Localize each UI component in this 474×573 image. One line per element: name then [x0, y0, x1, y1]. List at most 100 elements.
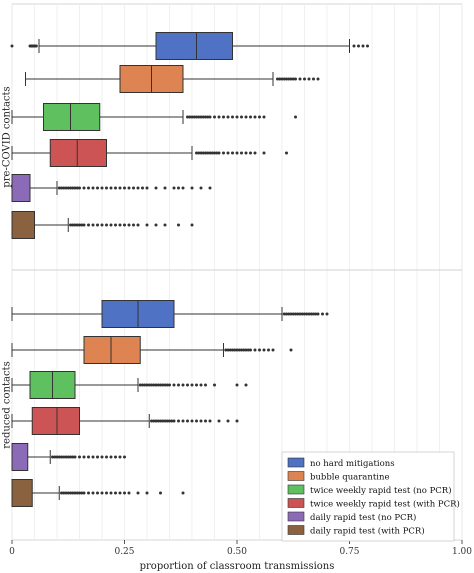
x-tick-label: 1.00: [452, 547, 472, 557]
outlier-point: [138, 383, 142, 387]
legend: no hard mitigations bubble quarantine twic…: [281, 451, 460, 542]
box-3: [11, 407, 239, 435]
outlier-point: [87, 455, 90, 459]
outlier-point: [114, 186, 117, 190]
outlier-point: [291, 77, 295, 81]
outlier-point: [201, 151, 205, 155]
panel-reduced: [11, 300, 329, 507]
outlier-point: [78, 491, 81, 495]
outlier-point: [57, 186, 61, 190]
outlier-point: [253, 115, 257, 119]
outlier-point: [208, 186, 212, 190]
outlier-point: [192, 115, 196, 119]
outlier-point: [82, 223, 86, 227]
panel-pre-covid: [10, 32, 369, 239]
outlier-point: [150, 419, 153, 423]
outlier-point: [300, 312, 304, 316]
iqr-box: [155, 32, 233, 60]
outlier-point: [294, 115, 297, 119]
outlier-point: [190, 419, 194, 423]
outlier-point: [91, 491, 95, 495]
outlier-point: [66, 455, 70, 459]
outlier-point: [204, 383, 207, 387]
outlier-point: [154, 383, 158, 387]
outlier-point: [118, 223, 122, 227]
outlier-point: [71, 491, 75, 495]
outlier-point: [156, 419, 160, 423]
outlier-point: [215, 151, 219, 155]
outlier-point: [60, 186, 63, 190]
outlier-point: [64, 491, 68, 495]
outlier-point: [285, 151, 288, 155]
outlier-point: [291, 312, 295, 316]
panel-label: pre-COVID contacts: [2, 86, 13, 187]
outlier-point: [181, 419, 185, 423]
outlier-point: [96, 223, 99, 227]
outlier-point: [294, 77, 297, 81]
outlier-point: [188, 115, 192, 119]
legend-frame: [281, 451, 455, 542]
outlier-point: [206, 151, 210, 155]
outlier-point: [213, 115, 216, 119]
outlier-point: [204, 419, 207, 423]
outlier-point: [123, 223, 126, 227]
outlier-point: [91, 186, 95, 190]
outlier-point: [186, 115, 189, 119]
outlier-point: [172, 186, 176, 190]
outlier-point: [177, 419, 180, 423]
outlier-point: [249, 115, 252, 119]
panel-labels: pre-COVID contacts reduced contacts: [2, 86, 13, 448]
box-0: [11, 300, 329, 328]
box-4: [11, 443, 126, 471]
outlier-point: [235, 383, 239, 387]
outlier-point: [163, 223, 167, 227]
x-axis: 0 0.25 0.50 0.75 1.00 proportion of classroom…: [9, 540, 472, 572]
outlier-point: [296, 312, 300, 316]
outlier-point: [235, 115, 239, 119]
x-tick-label: 0.50: [227, 547, 247, 557]
outlier-point: [100, 223, 104, 227]
outlier-point: [71, 455, 75, 459]
outlier-point: [294, 312, 297, 316]
outlier-point: [222, 115, 225, 119]
outlier-point: [190, 383, 194, 387]
outlier-point: [105, 186, 108, 190]
outlier-point: [91, 455, 95, 459]
outlier-point: [237, 348, 241, 352]
outlier-point: [78, 186, 81, 190]
outlier-point: [127, 491, 131, 495]
outlier-point: [62, 455, 66, 459]
outlier-point: [136, 491, 140, 495]
outlier-point: [96, 186, 99, 190]
outlier-point: [10, 44, 14, 48]
legend-swatch: [287, 498, 305, 508]
legend-swatch: [287, 525, 305, 535]
outlier-point: [285, 77, 288, 81]
outlier-point: [87, 186, 90, 190]
iqr-box: [49, 139, 107, 167]
outlier-point: [253, 151, 257, 155]
outlier-point: [147, 383, 151, 387]
outlier-point: [168, 383, 171, 387]
outlier-point: [165, 419, 169, 423]
x-tick-label: 0.75: [339, 547, 359, 557]
x-axis-label: proportion of classroom transmissions: [140, 561, 335, 572]
iqr-box: [83, 336, 141, 364]
outlier-point: [222, 151, 225, 155]
outlier-point: [168, 419, 171, 423]
outlier-point: [199, 151, 203, 155]
outlier-point: [190, 115, 194, 119]
outlier-point: [240, 151, 243, 155]
outlier-point: [199, 186, 203, 190]
outlier-point: [118, 491, 122, 495]
outlier-point: [123, 455, 126, 459]
outlier-point: [267, 348, 270, 352]
x-tick-label: 0: [9, 547, 15, 557]
outlier-point: [75, 491, 79, 495]
box-5: [11, 211, 194, 239]
iqr-box: [11, 443, 29, 471]
outlier-point: [109, 223, 113, 227]
outlier-point: [280, 77, 284, 81]
outlier-point: [244, 115, 248, 119]
outlier-point: [278, 77, 282, 81]
